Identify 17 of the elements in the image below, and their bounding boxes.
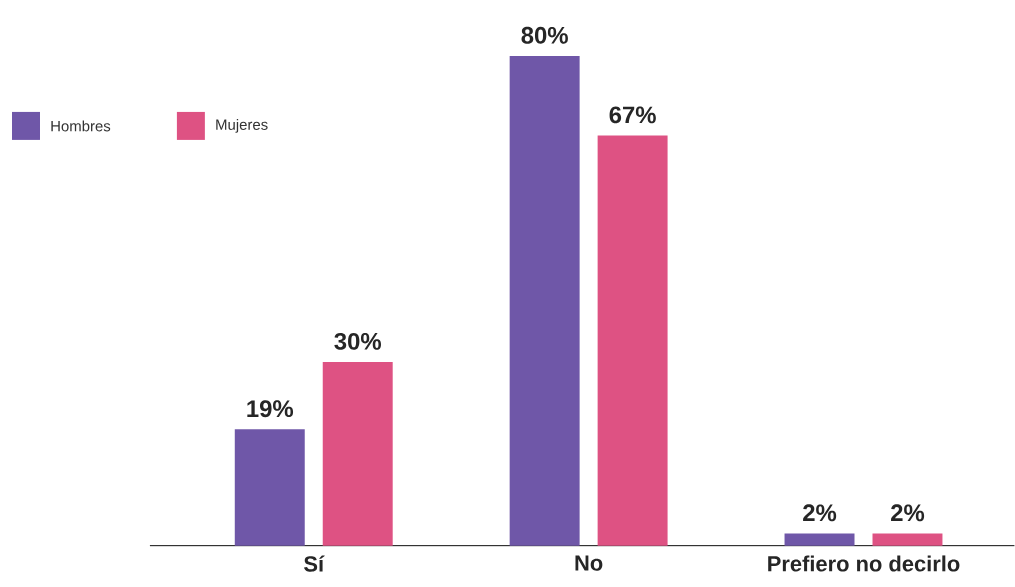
legend-label: Hombres: [51, 120, 111, 132]
x-tick-label: Sí: [304, 555, 325, 572]
data-label: 67%: [609, 106, 656, 124]
bar: [234, 429, 305, 546]
bar: [597, 135, 668, 546]
bar: [784, 533, 855, 546]
bar: [322, 362, 393, 546]
data-label: 2%: [891, 504, 925, 522]
data-label: 19%: [247, 400, 294, 418]
x-tick-label: Prefiero no decirlo: [768, 555, 960, 572]
bar: [872, 533, 943, 546]
data-label: 80%: [521, 27, 568, 44]
bar: [509, 56, 580, 546]
data-label: 2%: [803, 504, 837, 522]
data-label: 30%: [334, 333, 381, 350]
legend-label: Mujeres: [216, 119, 268, 134]
x-tick-label: No: [575, 555, 603, 571]
